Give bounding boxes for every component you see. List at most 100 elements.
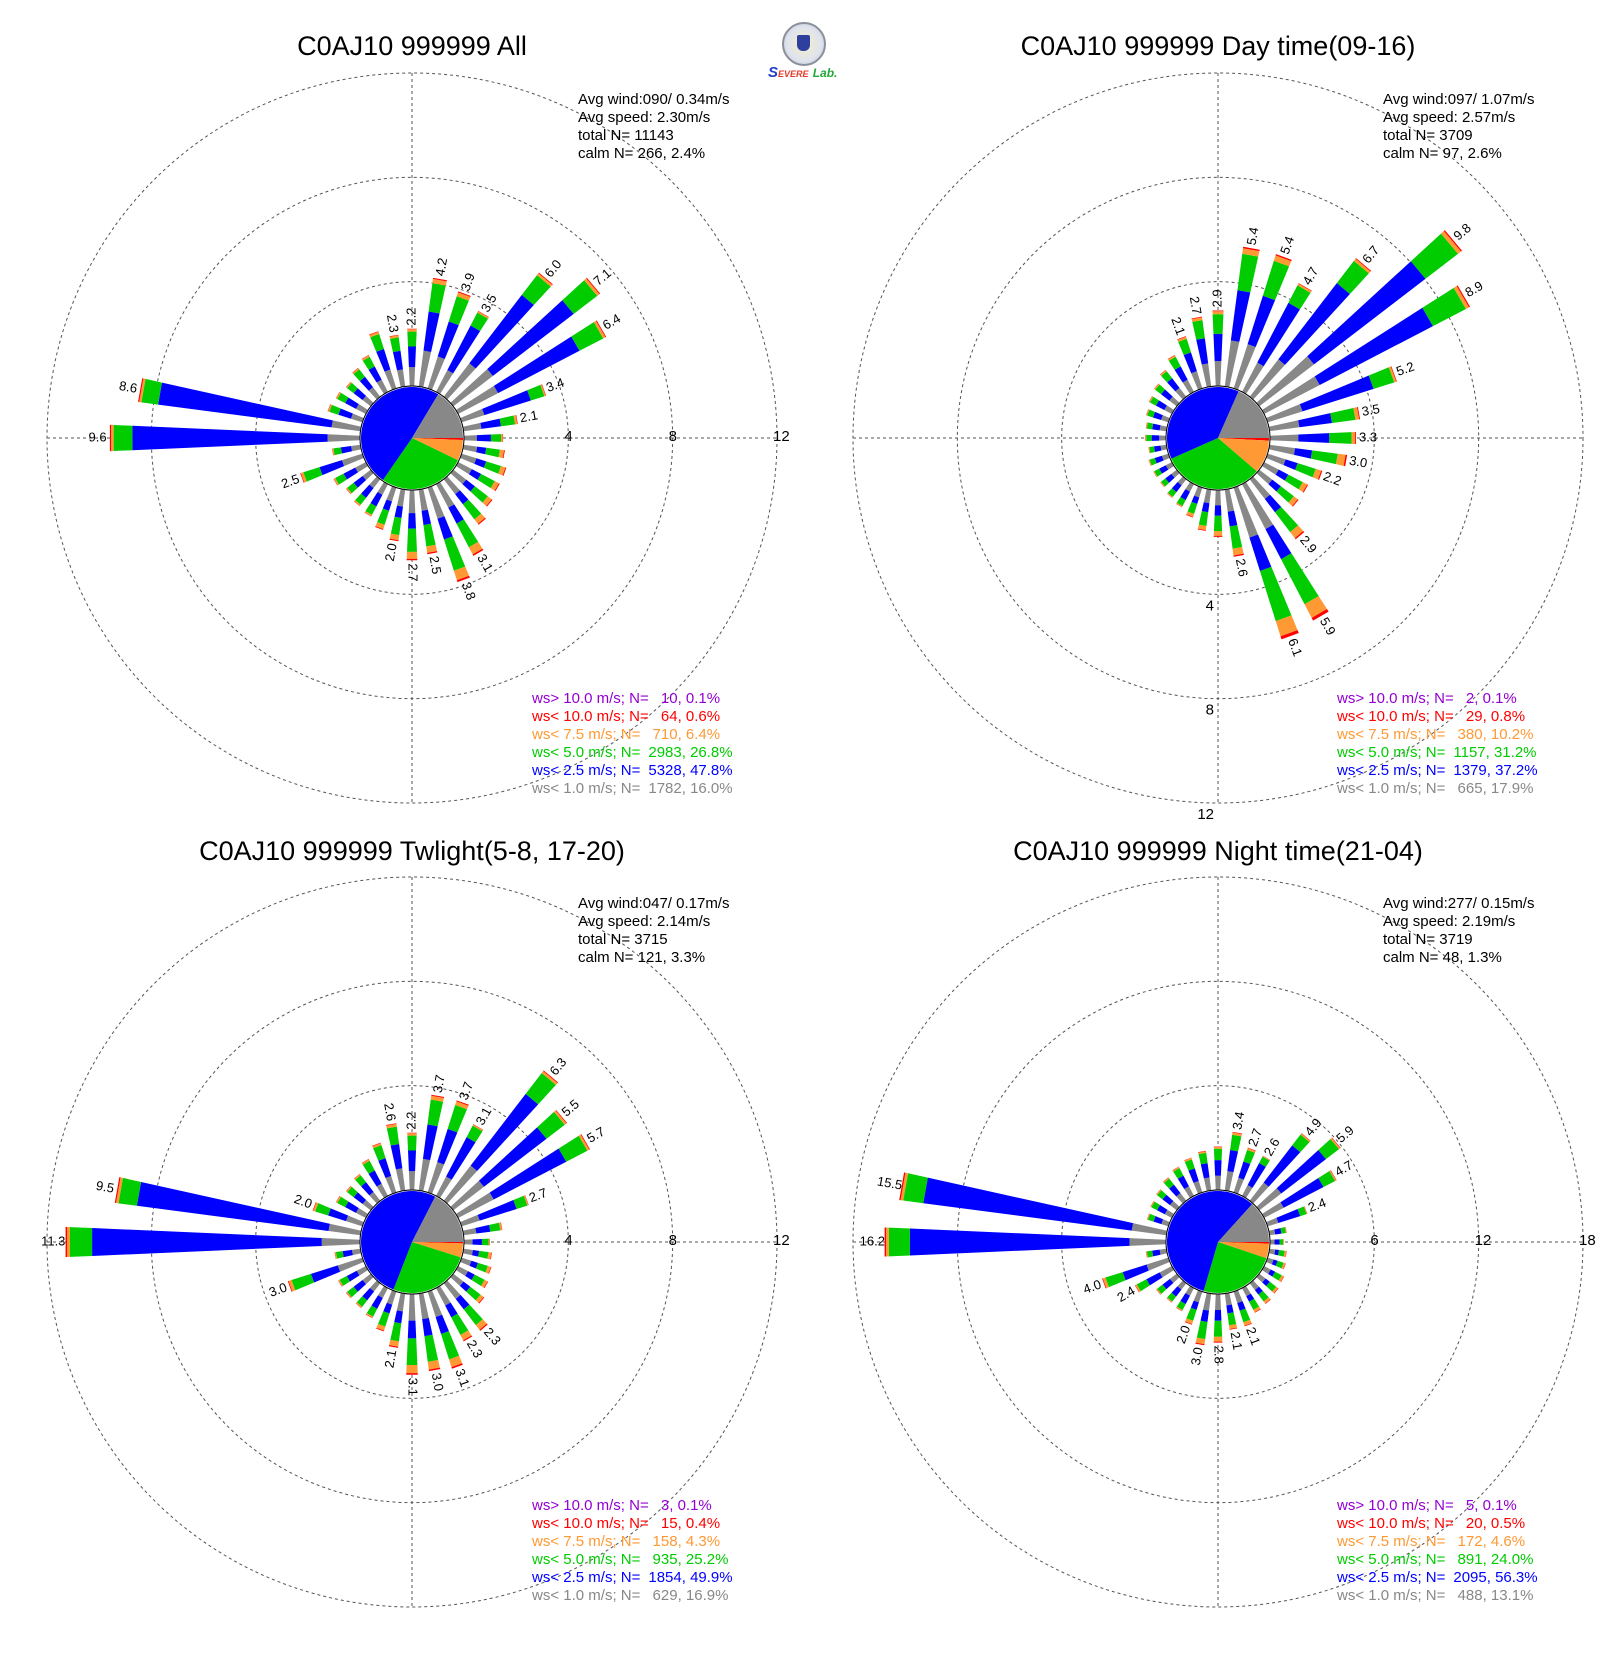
petal-segment <box>1261 462 1279 475</box>
petal-label: 2.1 <box>381 1349 399 1369</box>
petal-segment <box>407 331 417 347</box>
petal-segment <box>1191 316 1203 320</box>
petal-segment <box>347 1286 358 1298</box>
petal-segment <box>408 1150 416 1172</box>
petal-segment <box>900 1172 909 1201</box>
petal-segment <box>494 483 500 492</box>
petal-label: 4.0 <box>1081 1277 1103 1297</box>
legend-label: ws> 10.0 m/s; N= <box>531 690 649 707</box>
petal-segment <box>468 469 482 480</box>
petal-segment <box>1214 1160 1222 1176</box>
petal-segment <box>1145 422 1148 429</box>
petal-segment <box>463 1304 483 1326</box>
ring <box>255 281 569 595</box>
petal-segment <box>1146 1272 1163 1286</box>
petal-segment <box>1265 524 1292 560</box>
pie-slice <box>412 1242 463 1244</box>
petal-segment <box>478 1127 547 1187</box>
petal-segment <box>580 1134 591 1150</box>
petal-segment <box>1167 492 1173 498</box>
petal-segment <box>427 1290 443 1318</box>
petal-segment <box>392 350 403 371</box>
petal-segment <box>446 1137 476 1180</box>
petal-segment <box>1351 432 1356 444</box>
petal-segment <box>1353 407 1360 420</box>
petal-segment <box>331 448 334 456</box>
legend-count: 3, 0.1% <box>657 1497 712 1514</box>
pie-slice <box>412 394 463 438</box>
petal-segment <box>70 1227 93 1257</box>
petal-segment <box>361 1158 369 1164</box>
petal-label: 3.1 <box>406 1378 421 1396</box>
petal-segment <box>540 384 546 397</box>
petal-segment <box>431 1094 445 1098</box>
petal-segment <box>428 283 446 314</box>
petal-segment <box>436 1176 452 1199</box>
petal-segment <box>1233 553 1244 557</box>
petal-segment <box>333 447 342 456</box>
petal-segment <box>1213 515 1223 532</box>
petal-segment <box>335 1251 344 1259</box>
petal-segment <box>1295 463 1316 478</box>
pie-slice <box>1167 386 1239 459</box>
petal-segment <box>1331 1137 1341 1149</box>
petal-segment <box>355 1175 367 1187</box>
petal-segment <box>1161 371 1173 383</box>
legend-entry: ws< 2.5 m/s; N= 1854, 49.9% <box>531 1569 733 1586</box>
petal-segment <box>331 420 362 432</box>
legend-count: 665, 17.9% <box>1453 780 1533 797</box>
petal-segment <box>1157 1284 1167 1294</box>
petal-segment <box>1200 1309 1209 1323</box>
petal-segment <box>1146 409 1149 416</box>
petal-segment <box>1288 496 1298 506</box>
petal-segment <box>1191 371 1203 390</box>
petal-segment <box>1146 434 1152 442</box>
legend-entry: ws< 2.5 m/s; N= 5328, 47.8% <box>531 762 733 779</box>
petal-label: 2.6 <box>1233 557 1251 577</box>
petal-segment <box>1150 1200 1154 1207</box>
petal-segment <box>537 273 553 287</box>
petal-segment <box>337 1257 364 1272</box>
petal-label: 2.0 <box>1173 1323 1193 1345</box>
petal-segment <box>407 528 417 552</box>
petal-segment <box>1330 1137 1341 1150</box>
petal-segment <box>1261 376 1320 414</box>
petal-segment <box>1191 495 1200 505</box>
petal-segment <box>372 1143 382 1149</box>
petal-segment <box>385 1175 397 1194</box>
petal-segment <box>1153 1216 1164 1225</box>
petal-segment <box>472 1124 484 1132</box>
petal-segment <box>422 1124 438 1161</box>
petal-segment <box>361 1182 374 1196</box>
legend-count: 1782, 16.0% <box>648 780 732 797</box>
petal-segment <box>389 533 400 541</box>
petal-segment <box>1162 1194 1174 1206</box>
petal-segment <box>521 275 551 306</box>
petal-segment <box>1268 1229 1276 1236</box>
petal-segment <box>355 404 369 414</box>
petal-segment <box>1269 434 1299 442</box>
petal-segment <box>1159 1266 1175 1278</box>
petal-label: 16.2 <box>860 1233 885 1248</box>
petal-segment <box>1169 1201 1180 1211</box>
petal-segment <box>1242 362 1264 395</box>
petal-label: 8.6 <box>118 378 138 396</box>
petal-segment <box>1201 363 1212 388</box>
petal-segment <box>389 334 399 337</box>
petal-segment <box>449 1355 463 1368</box>
petal-segment <box>489 1222 501 1232</box>
petal-segment <box>1159 369 1166 375</box>
petal-segment <box>340 446 352 454</box>
petal-segment <box>1191 317 1203 322</box>
petal-segment <box>1312 468 1322 480</box>
petal-segment <box>1172 1166 1179 1171</box>
petal-segment <box>456 1100 469 1106</box>
petal-segment <box>488 1238 490 1246</box>
petal-segment <box>1135 1284 1141 1293</box>
petal-segment <box>1161 478 1170 487</box>
stats-line: total N= 3715 <box>578 931 668 948</box>
petal-segment <box>1274 507 1299 533</box>
legend-count: 64, 0.6% <box>657 708 720 725</box>
petal-segment <box>1314 307 1433 386</box>
